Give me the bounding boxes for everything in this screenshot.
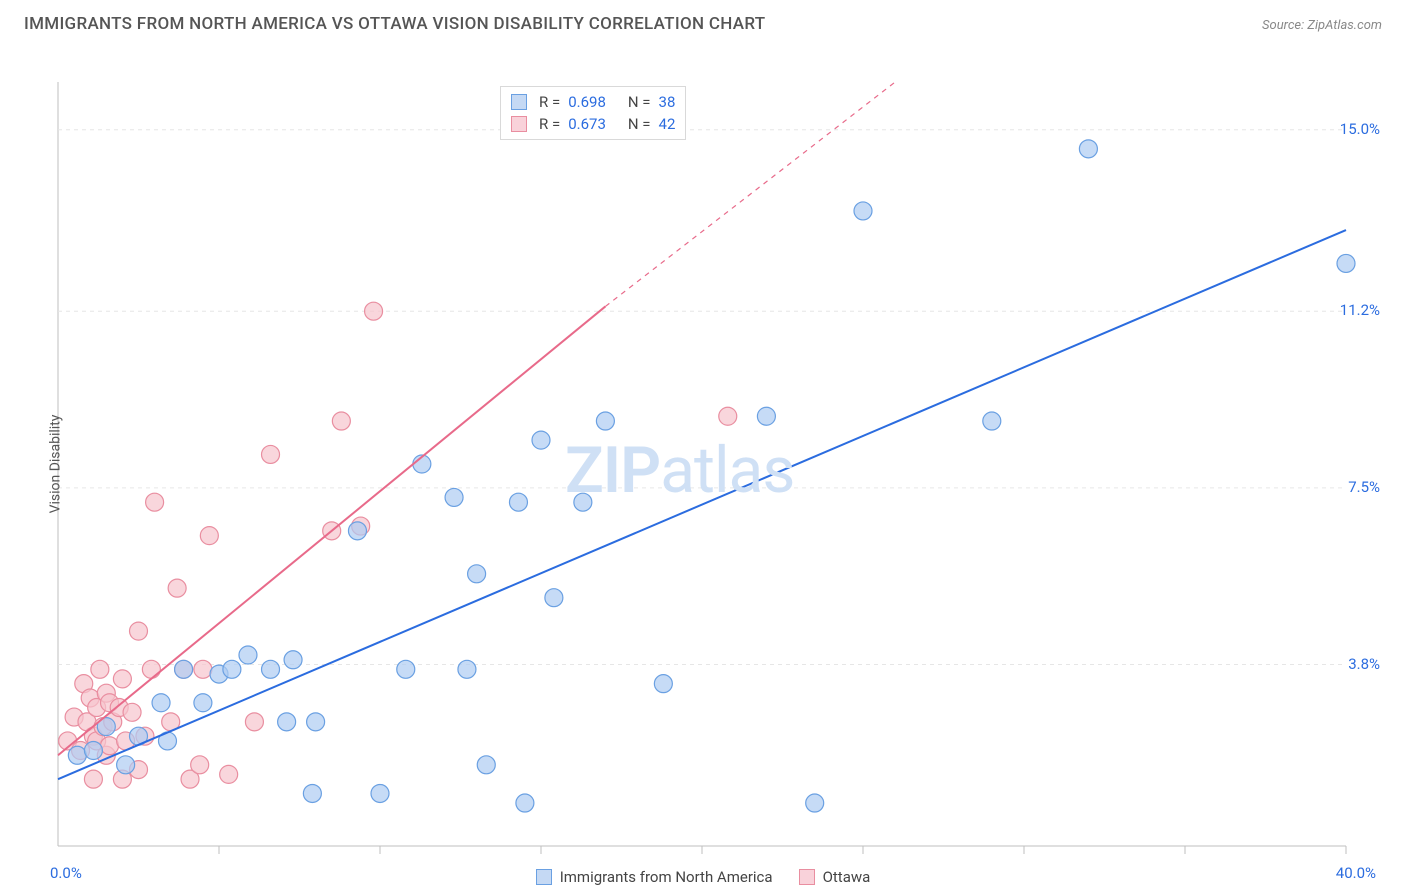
y-tick-label: 11.2% (1340, 301, 1380, 319)
scatter-plot (0, 38, 1406, 890)
y-tick-label: 15.0% (1340, 120, 1380, 138)
n-value-1: 38 (659, 93, 676, 111)
chart-title: IMMIGRANTS FROM NORTH AMERICA VS OTTAWA … (24, 14, 765, 34)
chart-source: Source: ZipAtlas.com (1262, 18, 1382, 33)
legend-label: Immigrants from North America (560, 868, 773, 886)
legend-label: Ottawa (823, 868, 871, 886)
y-tick-label: 3.8% (1348, 655, 1380, 673)
n-value-2: 42 (659, 115, 676, 133)
correlation-legend: R = 0.698 N = 38 R = 0.673 N = 42 (500, 86, 686, 140)
legend-swatch (799, 869, 815, 885)
bottom-legend-item: Immigrants from North America (536, 868, 773, 886)
legend-swatch (536, 869, 552, 885)
bottom-legend-item: Ottawa (799, 868, 871, 886)
legend-row-series-1: R = 0.698 N = 38 (511, 91, 675, 113)
legend-swatch-1 (511, 94, 527, 110)
bottom-legend: Immigrants from North America Ottawa (0, 868, 1406, 886)
legend-swatch-2 (511, 116, 527, 132)
legend-row-series-2: R = 0.673 N = 42 (511, 113, 675, 135)
y-axis-label: Vision Disability (47, 415, 63, 514)
y-tick-label: 7.5% (1348, 478, 1380, 496)
r-value-2: 0.673 (568, 115, 606, 133)
r-value-1: 0.698 (568, 93, 606, 111)
chart-header: IMMIGRANTS FROM NORTH AMERICA VS OTTAWA … (0, 0, 1406, 38)
chart-area: Vision Disability ZIPatlas R = 0.698 N =… (0, 38, 1406, 890)
